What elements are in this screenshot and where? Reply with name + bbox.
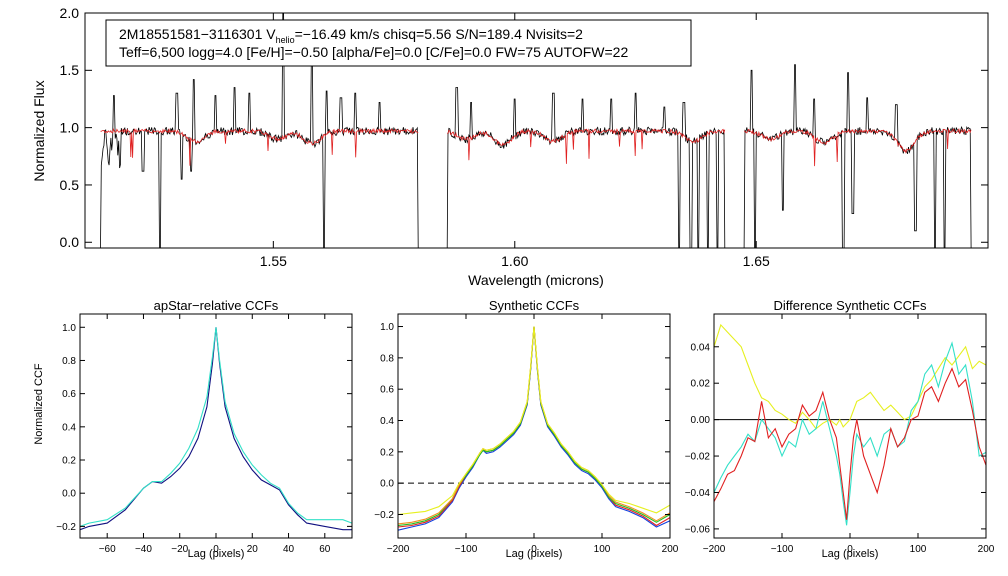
- y-tick-label: 0.4: [62, 422, 76, 433]
- x-tick-label: −200: [703, 544, 726, 555]
- y-tick-label: −0.02: [685, 452, 711, 463]
- y-tick-label: 1.0: [62, 323, 76, 334]
- x-tick-label: 1.55: [260, 253, 287, 269]
- annotation-frame: [105, 19, 692, 67]
- spectrum-annotation-box: 2M18551581−3116301 Vhelio=−16.49 km/s ch…: [105, 19, 692, 67]
- synthetic-ccf-title: Synthetic CCFs: [489, 298, 580, 313]
- y-tick-label: 1.0: [60, 120, 80, 136]
- difference-ccf-series-layer: [713, 323, 987, 526]
- difference-ccf-panel: −200 −100 0 100 200 −0.06 −0.04 −0.02 0.00 0.02 0.…: [685, 298, 995, 560]
- synthetic-ccf-ticks: −200 −100 0 100 200 −0.2 0.0 0.2 0.4 0.6 0.8 1.0: [374, 314, 679, 555]
- model-spectrum-chip-1: [100, 127, 419, 166]
- model-spectrum-chip-2: [447, 127, 726, 164]
- annotation-line-2: Teff=6,500 logg=4.0 [Fe/H]=−0.50 [alpha/…: [119, 44, 628, 60]
- x-tick-label: −20: [171, 544, 188, 555]
- apstar-ccf-xlabel: Lag (pixels): [188, 548, 245, 560]
- difference-ccf-ticks: −200 −100 0 100 200 −0.06 −0.04 −0.02 0.00 0.02 0.…: [685, 314, 995, 555]
- apstar-ccf-panel: −60 −40 −20 0 20 40 60 −0.2 0.0 0.2 0.4 0.6 0.8 1.0 a…: [33, 298, 353, 560]
- x-tick-label: 100: [594, 544, 611, 555]
- spectrum-panel: 1.55 1.60 1.65 0.0 0.5 1.0 1.5 2.0 2M18551581−3…: [31, 5, 989, 288]
- x-tick-label: −40: [135, 544, 152, 555]
- y-tick-label: 1.0: [380, 322, 394, 333]
- y-tick-label: 0.6: [62, 389, 76, 400]
- ccf-series-yellow: [397, 326, 671, 516]
- x-tick-label: 100: [910, 544, 927, 555]
- ccf-series-red: [713, 367, 987, 520]
- y-tick-label: −0.04: [685, 488, 711, 499]
- synthetic-ccf-panel: −200 −100 0 100 200 −0.2 0.0 0.2 0.4 0.6 0.8 1.0 Sy…: [374, 298, 679, 560]
- apstar-ccf-title: apStar−relative CCFs: [154, 298, 279, 313]
- x-tick-label: 200: [978, 544, 995, 555]
- x-tick-label: 1.60: [501, 253, 528, 269]
- synthetic-ccf-xlabel: Lag (pixels): [506, 548, 563, 560]
- y-tick-label: 0.04: [691, 342, 711, 353]
- x-tick-label: 1.65: [743, 253, 770, 269]
- ccf-series-visit-2: [79, 327, 353, 527]
- y-tick-label: 2.0: [60, 5, 80, 21]
- ccf-series-cyan: [713, 341, 987, 526]
- difference-ccf-xlabel: Lag (pixels): [822, 548, 879, 560]
- spectrum-series-layer: [100, 12, 972, 249]
- annotation-line-1: 2M18551581−3116301 Vhelio=−16.49 km/s ch…: [119, 26, 583, 45]
- x-tick-label: −200: [387, 544, 410, 555]
- y-tick-label: 0.2: [380, 447, 394, 458]
- x-tick-label: −100: [771, 544, 794, 555]
- x-tick-label: 40: [283, 544, 295, 555]
- synthetic-ccf-series-layer: [397, 326, 671, 531]
- model-spectrum-chip-3: [744, 127, 972, 167]
- y-tick-label: 0.0: [62, 489, 76, 500]
- apstar-ccf-ticks: −60 −40 −20 0 20 40 60 −0.2 0.0 0.2 0.4 0.6 0.8 1.0: [56, 314, 352, 555]
- observed-spectrum-chip-2: [446, 87, 726, 249]
- spectrum-ticks: 1.55 1.60 1.65 0.0 0.5 1.0 1.5 2.0: [60, 5, 988, 269]
- spectrum-xlabel: Wavelength (microns): [468, 272, 604, 288]
- y-tick-label: 0.0: [380, 479, 394, 490]
- ccf-series-yellow: [713, 323, 987, 430]
- y-tick-label: 0.5: [60, 177, 80, 193]
- x-tick-label: 0: [531, 544, 537, 555]
- y-tick-label: 0.4: [380, 416, 394, 427]
- x-tick-label: 0: [213, 544, 219, 555]
- difference-ccf-title: Difference Synthetic CCFs: [774, 298, 927, 313]
- apstar-ccf-series-layer: [79, 327, 353, 531]
- apstar-ccf-ylabel: Normalized CCF: [33, 363, 45, 445]
- spectrum-axes-frame: [84, 12, 989, 249]
- x-tick-label: −60: [99, 544, 116, 555]
- y-tick-label: 0.8: [62, 356, 76, 367]
- spectrum-ylabel: Normalized Flux: [31, 80, 47, 181]
- y-tick-label: 0.02: [691, 379, 711, 390]
- x-tick-label: 200: [662, 544, 679, 555]
- y-tick-label: 0.2: [62, 456, 76, 467]
- y-tick-label: −0.2: [374, 510, 394, 521]
- y-tick-label: −0.06: [685, 524, 711, 535]
- y-tick-label: 0.0: [60, 234, 80, 250]
- x-tick-label: 0: [847, 544, 853, 555]
- x-tick-label: −100: [455, 544, 478, 555]
- y-tick-label: 1.5: [60, 62, 80, 78]
- x-tick-label: 20: [247, 544, 259, 555]
- y-tick-label: 0.8: [380, 353, 394, 364]
- y-tick-label: −0.2: [56, 522, 76, 533]
- y-tick-label: 0.6: [380, 385, 394, 396]
- y-tick-label: 0.00: [691, 415, 711, 426]
- x-tick-label: 60: [319, 544, 331, 555]
